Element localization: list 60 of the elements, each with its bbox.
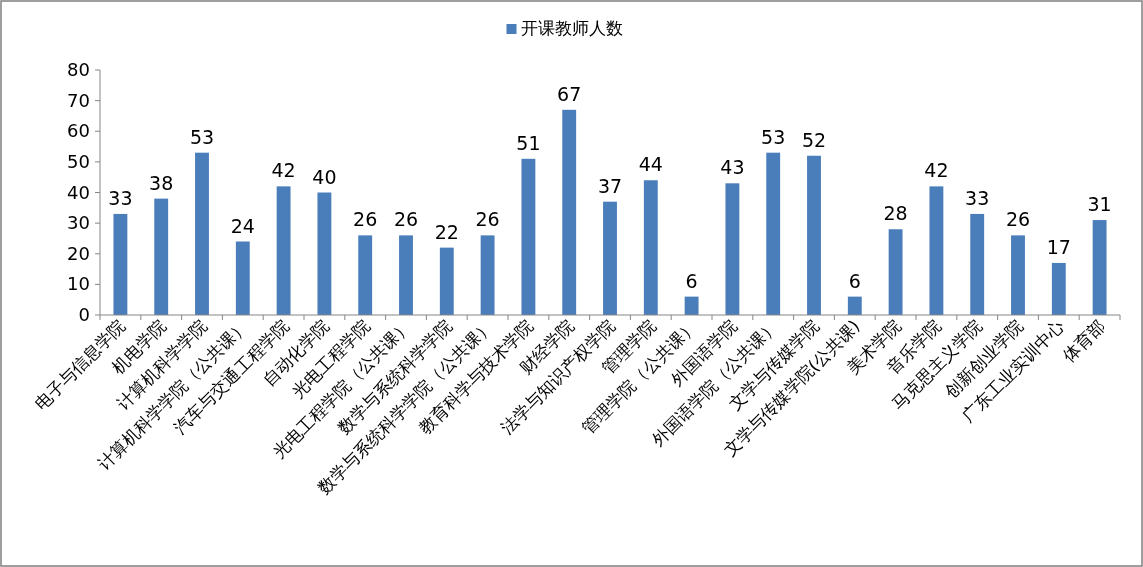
bar (684, 296, 699, 315)
y-tick-label: 70 (67, 89, 90, 111)
data-label: 6 (848, 269, 861, 292)
y-tick-label: 20 (67, 242, 90, 264)
data-label: 26 (353, 208, 378, 231)
data-label: 53 (761, 125, 786, 148)
bar (562, 109, 577, 315)
bar (521, 158, 536, 315)
data-label: 26 (475, 208, 500, 231)
bar (358, 235, 373, 315)
bar (154, 198, 169, 315)
bar (480, 235, 495, 315)
bar (113, 213, 128, 315)
data-label: 24 (230, 214, 255, 237)
data-label: 6 (685, 269, 698, 292)
data-label: 53 (189, 125, 215, 148)
data-label: 38 (149, 171, 174, 194)
y-tick-label: 0 (78, 304, 90, 325)
y-tick-label: 60 (67, 120, 90, 142)
bar (603, 201, 617, 315)
data-label: 44 (638, 153, 663, 176)
bar (276, 186, 291, 315)
data-label: 26 (1005, 208, 1031, 231)
legend-label: 开课教师人数 (520, 18, 623, 38)
bar (1011, 235, 1025, 315)
data-label: 42 (924, 159, 949, 182)
y-tick-label: 50 (67, 150, 90, 172)
data-label: 28 (883, 202, 908, 225)
bar (888, 229, 903, 315)
bar (317, 192, 332, 315)
bar (235, 241, 250, 315)
data-label: 22 (434, 220, 459, 243)
bar (643, 180, 658, 315)
bar (1051, 262, 1066, 315)
data-label: 17 (1046, 235, 1071, 258)
data-label: 43 (720, 156, 745, 179)
data-label: 31 (1087, 193, 1112, 216)
bar (439, 247, 454, 315)
bar (847, 296, 862, 315)
y-tick-label: 10 (67, 273, 90, 295)
data-label: 51 (516, 131, 541, 154)
y-tick-label: 80 (67, 59, 90, 80)
bar (195, 152, 209, 315)
data-label: 52 (801, 128, 827, 151)
data-label: 42 (271, 159, 296, 182)
data-label: 26 (393, 208, 419, 231)
bar (725, 183, 740, 315)
bar (970, 213, 985, 315)
bar (807, 155, 821, 315)
bar (1092, 220, 1107, 315)
data-label: 33 (965, 186, 990, 209)
data-label: 37 (597, 174, 623, 197)
bar (766, 152, 781, 315)
bar (399, 235, 413, 315)
data-label: 33 (108, 186, 133, 209)
y-tick-label: 40 (67, 181, 90, 203)
y-tick-label: 30 (67, 212, 90, 234)
data-label: 40 (312, 165, 337, 188)
data-label: 67 (557, 82, 582, 105)
bar (929, 186, 944, 315)
